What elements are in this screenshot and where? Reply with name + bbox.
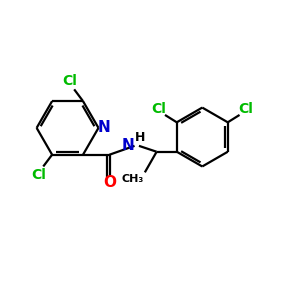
Text: N: N xyxy=(121,138,134,153)
Text: Cl: Cl xyxy=(152,102,167,116)
Text: H: H xyxy=(135,131,146,144)
Text: Cl: Cl xyxy=(238,102,253,116)
Text: CH₃: CH₃ xyxy=(121,174,143,184)
Text: Cl: Cl xyxy=(32,168,46,182)
Text: N: N xyxy=(98,120,110,135)
Text: Cl: Cl xyxy=(62,74,77,88)
Text: O: O xyxy=(103,175,116,190)
